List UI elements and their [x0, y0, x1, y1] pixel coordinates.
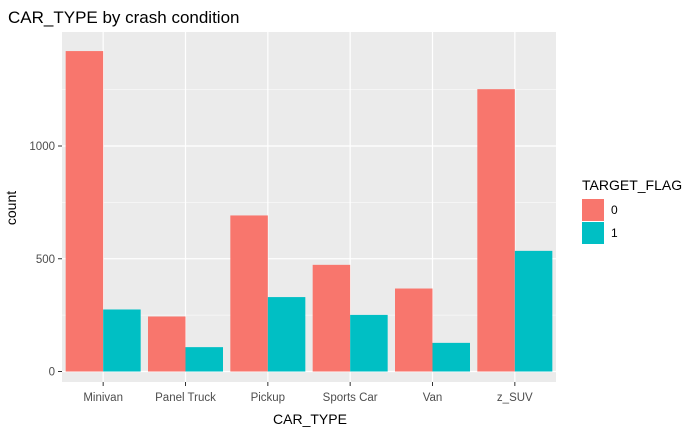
y-axis-title: count [3, 191, 19, 225]
y-axis: 0 500 1000 [29, 141, 62, 379]
y-tick-label: 0 [49, 367, 55, 379]
x-tick-label: Van [423, 392, 443, 404]
legend-key-0 [582, 199, 604, 221]
bar-minivan-flag-1 [103, 309, 141, 372]
bar-van-flag-0 [395, 288, 433, 372]
bar-van-flag-1 [432, 342, 470, 372]
bar-z-suv-flag-0 [477, 89, 515, 372]
bar-sports-car-flag-0 [312, 264, 351, 372]
chart-title: CAR_TYPE by crash condition [8, 8, 240, 27]
x-tick-label: z_SUV [497, 392, 533, 404]
x-tick-label: Minivan [83, 392, 123, 404]
legend-label-1: 1 [611, 226, 618, 240]
plot-panel [62, 32, 556, 382]
x-tick-label: Panel Truck [155, 392, 216, 404]
bar-sports-car-flag-1 [350, 314, 388, 372]
bars [65, 51, 553, 372]
y-tick-label: 500 [36, 254, 55, 266]
x-axis-title: CAR_TYPE [273, 411, 347, 427]
legend-title: TARGET_FLAG [582, 177, 682, 193]
bar-z-suv-flag-1 [514, 250, 553, 372]
bar-pickup-flag-0 [230, 215, 268, 372]
x-tick-label: Sports Car [323, 392, 378, 404]
bar-pickup-flag-1 [267, 297, 306, 372]
x-tick-label: Pickup [251, 392, 286, 404]
bar-panel-truck-flag-0 [148, 316, 186, 372]
y-tick-label: 1000 [29, 141, 55, 153]
legend-key-1 [582, 222, 604, 244]
legend-label-0: 0 [611, 203, 618, 217]
bar-panel-truck-flag-1 [185, 347, 223, 372]
bar-minivan-flag-0 [65, 51, 104, 372]
legend: TARGET_FLAG 0 1 [582, 177, 682, 244]
x-axis: Minivan Panel Truck Pickup Sports Car Van z_S… [83, 382, 533, 404]
